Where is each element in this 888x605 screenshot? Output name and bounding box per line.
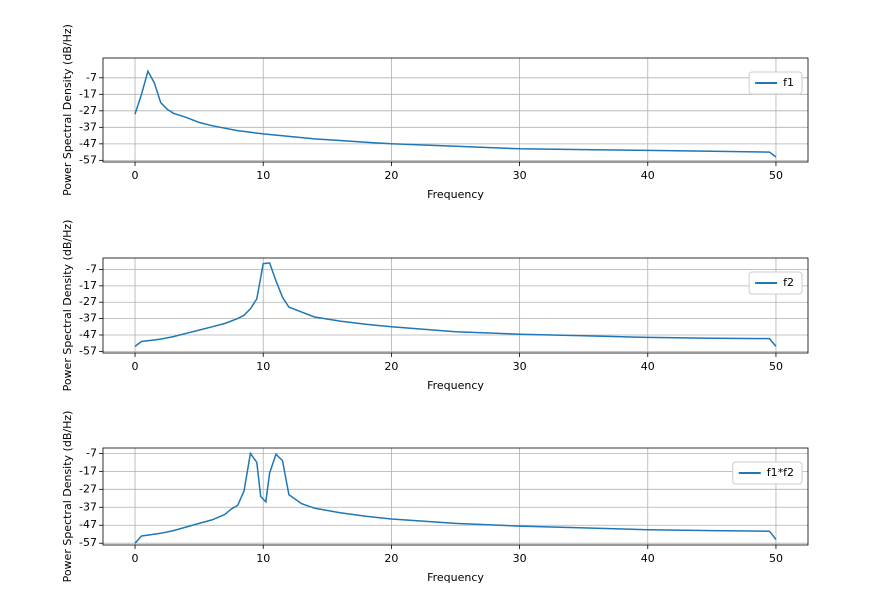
legend-label: f1*f2 bbox=[767, 466, 794, 479]
x-tick-label: 30 bbox=[513, 552, 527, 565]
x-tick-label: 20 bbox=[384, 169, 398, 182]
y-tick-label: -7 bbox=[86, 446, 97, 459]
series-line bbox=[134, 451, 777, 544]
x-tick-label: 20 bbox=[384, 552, 398, 565]
axes-frame bbox=[102, 257, 809, 354]
legend-label: f2 bbox=[783, 276, 794, 289]
y-tick-label: -17 bbox=[79, 87, 97, 100]
x-tick-label: 40 bbox=[641, 360, 655, 373]
y-tick-label: -17 bbox=[79, 464, 97, 477]
subplot: 0 10 20 30 40 50 -57 -47 -37 -27 -17 -7 Frequency Pow… bbox=[61, 24, 809, 201]
axes-frame bbox=[102, 447, 809, 546]
axes-frame bbox=[102, 57, 809, 163]
y-tick-label: -57 bbox=[79, 344, 97, 357]
y-tick-label: -27 bbox=[79, 104, 97, 117]
x-tick-label: 30 bbox=[513, 169, 527, 182]
y-tick-label: -47 bbox=[79, 328, 97, 341]
y-tick-label: -7 bbox=[86, 71, 97, 84]
y-tick-label: -37 bbox=[79, 312, 97, 325]
x-tick-label: 10 bbox=[256, 169, 270, 182]
series-line bbox=[134, 69, 777, 158]
x-tick-label: 10 bbox=[256, 552, 270, 565]
x-axis-label: Frequency bbox=[427, 188, 484, 201]
y-tick-label: -27 bbox=[79, 295, 97, 308]
y-tick-label: -47 bbox=[79, 518, 97, 531]
legend-label: f1 bbox=[783, 76, 794, 89]
subplot: 0 10 20 30 40 50 -57 -47 -37 -27 -17 -7 Frequency Pow… bbox=[61, 220, 809, 392]
y-tick-label: -57 bbox=[79, 153, 97, 166]
legend: f1*f2 bbox=[732, 461, 803, 485]
y-tick-label: -27 bbox=[79, 482, 97, 495]
x-tick-label: 0 bbox=[132, 552, 139, 565]
x-axis-label: Frequency bbox=[427, 379, 484, 392]
x-tick-label: 50 bbox=[769, 169, 783, 182]
x-tick-label: 0 bbox=[132, 360, 139, 373]
x-tick-label: 40 bbox=[641, 169, 655, 182]
subplot: 0 10 20 30 40 50 -57 -47 -37 -27 -17 -7 Frequency Pow… bbox=[61, 411, 809, 584]
y-tick-label: -47 bbox=[79, 137, 97, 150]
x-tick-label: 0 bbox=[132, 169, 139, 182]
y-tick-label: -37 bbox=[79, 500, 97, 513]
x-tick-label: 30 bbox=[513, 360, 527, 373]
series-line bbox=[134, 262, 777, 347]
legend: f1 bbox=[748, 71, 803, 95]
y-tick-label: -37 bbox=[79, 120, 97, 133]
legend-box bbox=[732, 461, 803, 485]
y-axis-label: Power Spectral Density (dB/Hz) bbox=[61, 220, 74, 392]
x-tick-label: 50 bbox=[769, 552, 783, 565]
legend: f2 bbox=[748, 271, 803, 295]
x-tick-label: 50 bbox=[769, 360, 783, 373]
y-axis-label: Power Spectral Density (dB/Hz) bbox=[61, 24, 74, 196]
y-tick-label: -7 bbox=[86, 262, 97, 275]
x-axis-label: Frequency bbox=[427, 571, 484, 584]
y-tick-label: -57 bbox=[79, 536, 97, 549]
x-tick-label: 20 bbox=[384, 360, 398, 373]
x-tick-label: 40 bbox=[641, 552, 655, 565]
y-axis-label: Power Spectral Density (dB/Hz) bbox=[61, 411, 74, 583]
x-tick-label: 10 bbox=[256, 360, 270, 373]
y-tick-label: -17 bbox=[79, 279, 97, 292]
